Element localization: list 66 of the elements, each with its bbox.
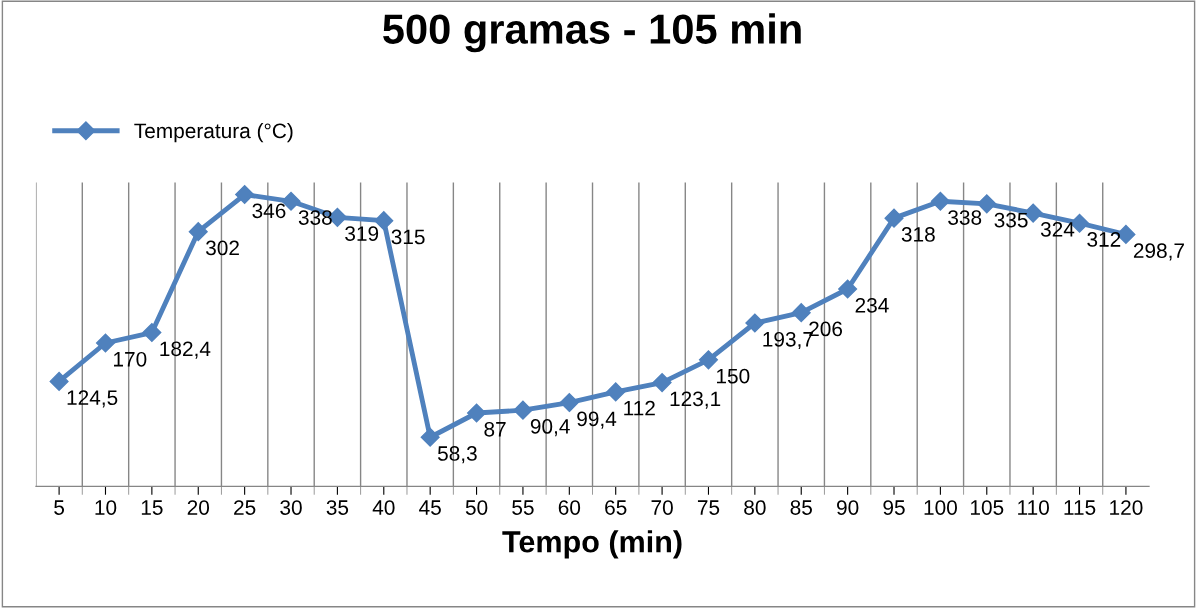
point	[838, 279, 858, 299]
point	[188, 222, 208, 242]
x-tick-label: 105	[970, 500, 1004, 515]
x-tick-label: 55	[512, 500, 534, 515]
data-label: 315	[391, 229, 425, 245]
x-tick-label: 40	[372, 500, 395, 515]
x-tick-label: 10	[95, 500, 117, 515]
legend-label: Temperatura (°C)	[134, 122, 293, 143]
data-label: 99,4	[577, 411, 617, 429]
x-tick-label: 15	[141, 500, 163, 515]
data-label: 150	[717, 368, 750, 384]
x-tick-label: 5	[54, 500, 65, 515]
data-label: 112	[624, 400, 655, 416]
point	[652, 373, 672, 393]
x-tick-label: 20	[187, 500, 210, 515]
data-label: 234	[855, 297, 889, 313]
x-tick-label: 95	[883, 500, 905, 515]
data-label: 338	[948, 210, 982, 225]
data-label: 90,4	[530, 419, 570, 437]
data-label: 170	[114, 351, 147, 367]
data-label: 338	[298, 210, 332, 225]
point	[930, 191, 950, 211]
data-label: 302	[205, 240, 239, 256]
x-tick-label: 85	[790, 500, 812, 515]
x-tick-label: 90	[837, 500, 859, 515]
x-tick-label: 75	[697, 500, 720, 515]
x-axis-title: Tempo (min)	[502, 530, 682, 559]
point	[559, 393, 579, 413]
data-label: 312	[1087, 232, 1121, 247]
point	[791, 303, 811, 323]
data-label: 346	[252, 203, 286, 219]
data-label: 87	[484, 421, 506, 437]
x-tick-label: 35	[326, 500, 349, 515]
x-tick-label: 115	[1064, 500, 1096, 515]
point	[698, 350, 719, 370]
data-label: 58,3	[437, 446, 477, 464]
data-label: 335	[994, 212, 1028, 228]
x-tick-label: 30	[280, 500, 302, 515]
point	[884, 208, 904, 228]
point	[420, 427, 440, 447]
point	[49, 371, 69, 391]
point	[142, 323, 162, 343]
x-tick-label: 65	[605, 500, 627, 515]
data-label: 123,1	[670, 391, 721, 409]
data-label: 324	[1040, 221, 1075, 237]
x-tick-label: 100	[924, 500, 957, 515]
point	[513, 400, 533, 420]
chart-title: 500 gramas - 105 min	[383, 13, 801, 53]
data-label: 319	[345, 226, 379, 241]
x-tick-label: 50	[465, 500, 488, 515]
x-tick-label: 60	[558, 500, 581, 515]
data-label: 318	[901, 227, 935, 242]
point	[467, 403, 487, 423]
point	[606, 382, 626, 402]
x-tick-label: 120	[1110, 500, 1143, 515]
data-label: 182,4	[160, 341, 211, 359]
x-tick-label: 70	[651, 500, 673, 515]
point	[235, 185, 255, 205]
point	[95, 333, 116, 353]
data-label: 298,7	[1133, 243, 1184, 261]
x-tick-label: 25	[234, 500, 256, 515]
x-tick-label: 110	[1018, 500, 1049, 515]
data-label: 124,5	[67, 390, 118, 408]
x-tick-label: 80	[744, 500, 766, 515]
x-tick-label: 45	[419, 500, 441, 515]
point	[745, 313, 765, 333]
